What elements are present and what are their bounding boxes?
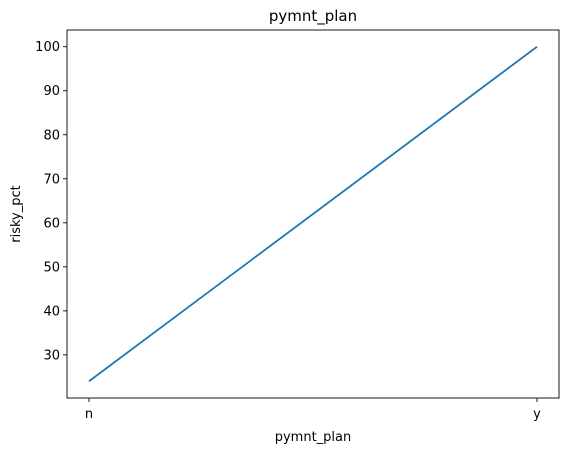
y-tick-label: 60 — [43, 216, 60, 231]
y-axis-ticks: 30 40 50 60 70 80 90 100 — [35, 40, 67, 363]
series-layer — [88, 46, 538, 382]
x-axis-label: pymnt_plan — [275, 430, 352, 445]
y-tick-label: 100 — [35, 40, 60, 55]
chart-title: pymnt_plan — [269, 7, 357, 26]
plot-frame — [66, 29, 560, 399]
series-line — [88, 46, 538, 382]
y-tick-label: 80 — [43, 128, 60, 143]
y-axis-label: risky_pct — [9, 185, 24, 242]
y-tick-label: 90 — [43, 84, 60, 99]
y-tick-label: 50 — [43, 260, 60, 275]
x-tick-label: y — [533, 407, 541, 422]
x-tick-label: n — [85, 407, 93, 422]
y-tick-label: 40 — [43, 304, 60, 319]
y-tick-label: 30 — [43, 348, 60, 363]
y-tick-label: 70 — [43, 172, 60, 187]
